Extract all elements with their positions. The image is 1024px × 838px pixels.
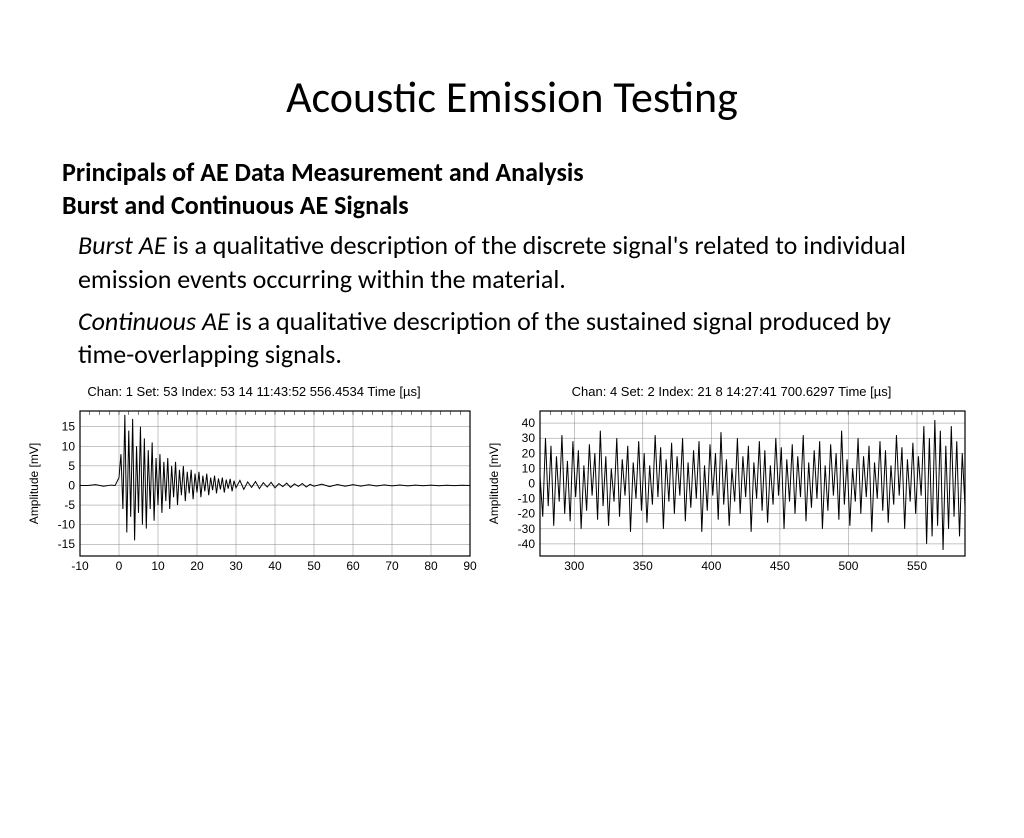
paragraph-1: Burst AE is a qualitative description of… [78,229,946,297]
svg-text:20: 20 [522,446,536,460]
subheading-line1: Principals of AE Data Measurement and An… [62,156,584,188]
chart2-title: Chan: 4 Set: 2 Index: 21 8 14:27:41 700.… [484,384,979,399]
svg-text:-40: -40 [518,537,536,551]
svg-text:Amplitude [mV]: Amplitude [mV] [27,443,41,524]
svg-text:450: 450 [770,559,790,573]
svg-text:0: 0 [116,559,123,573]
svg-text:0: 0 [528,477,535,491]
para1-term: Burst AE [78,229,167,261]
svg-text:-10: -10 [71,559,89,573]
svg-text:-10: -10 [58,518,76,532]
svg-text:-5: -5 [64,498,75,512]
svg-text:15: 15 [62,420,76,434]
svg-text:350: 350 [633,559,653,573]
svg-text:10: 10 [62,439,76,453]
svg-text:30: 30 [229,559,243,573]
svg-text:40: 40 [522,416,536,430]
svg-text:550: 550 [907,559,927,573]
svg-text:-15: -15 [58,537,76,551]
chart-continuous: Chan: 4 Set: 2 Index: 21 8 14:27:41 700.… [484,384,979,576]
svg-text:30: 30 [522,431,536,445]
svg-text:300: 300 [564,559,584,573]
svg-text:Amplitude [mV]: Amplitude [mV] [487,443,501,524]
svg-text:500: 500 [838,559,858,573]
svg-text:20: 20 [190,559,204,573]
subheading-line2: Burst and Continuous AE Signals [62,189,409,221]
svg-text:-30: -30 [518,522,536,536]
svg-text:10: 10 [522,462,536,476]
chart1-title: Chan: 1 Set: 53 Index: 53 14 11:43:52 55… [24,384,484,399]
svg-text:5: 5 [68,459,75,473]
charts-row: Chan: 1 Set: 53 Index: 53 14 11:43:52 55… [24,384,1024,576]
para2-term: Continuous AE [78,305,230,337]
svg-text:80: 80 [424,559,438,573]
svg-text:90: 90 [463,559,477,573]
chart1-svg: -10 0 10 20 30 40 50 60 70 80 90 -15 -10 -5 0 5 10 15 Ampl… [24,401,484,576]
svg-text:-20: -20 [518,507,536,521]
svg-text:60: 60 [346,559,360,573]
svg-text:40: 40 [268,559,282,573]
svg-text:10: 10 [151,559,165,573]
svg-text:50: 50 [307,559,321,573]
subheading: Principals of AE Data Measurement and An… [62,156,1024,221]
para1-text: is a qualitative description of the disc… [78,229,906,295]
svg-text:70: 70 [385,559,399,573]
chart-burst: Chan: 1 Set: 53 Index: 53 14 11:43:52 55… [24,384,484,576]
chart2-svg: 300 350 400 450 500 550 -40-30-20-10010 203040 A… [484,401,979,576]
svg-text:0: 0 [68,479,75,493]
svg-text:400: 400 [701,559,721,573]
paragraph-2: Continuous AE is a qualitative descripti… [78,305,946,373]
slide-title: Acoustic Emission Testing [0,70,1024,124]
svg-text:-10: -10 [518,492,536,506]
